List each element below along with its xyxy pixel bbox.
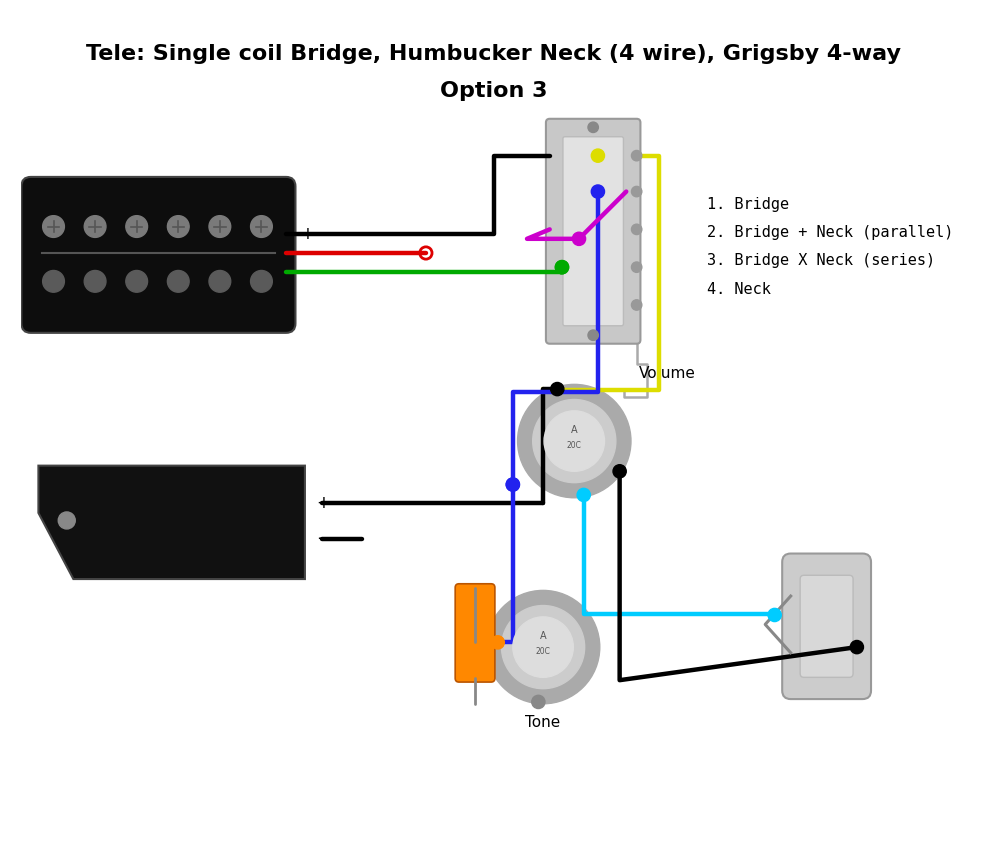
Circle shape bbox=[58, 512, 75, 529]
Circle shape bbox=[501, 605, 585, 688]
Circle shape bbox=[572, 232, 586, 246]
Text: 2. Bridge + Neck (parallel): 2. Bridge + Neck (parallel) bbox=[707, 225, 953, 240]
Text: −: − bbox=[316, 530, 331, 548]
Text: A: A bbox=[571, 425, 578, 434]
Circle shape bbox=[43, 216, 64, 237]
Circle shape bbox=[513, 617, 573, 677]
Circle shape bbox=[588, 330, 598, 340]
Circle shape bbox=[555, 261, 569, 274]
Circle shape bbox=[544, 411, 605, 471]
Circle shape bbox=[631, 150, 642, 161]
Text: Tele: Single coil Bridge, Humbucker Neck (4 wire), Grigsby 4-way: Tele: Single coil Bridge, Humbucker Neck… bbox=[86, 43, 901, 64]
Circle shape bbox=[850, 641, 863, 654]
Text: Volume: Volume bbox=[639, 366, 695, 381]
Text: 1. Bridge: 1. Bridge bbox=[707, 196, 789, 212]
Circle shape bbox=[486, 591, 600, 704]
Text: A: A bbox=[540, 631, 546, 641]
Text: 4. Neck: 4. Neck bbox=[707, 281, 770, 297]
Circle shape bbox=[251, 270, 272, 292]
Circle shape bbox=[631, 224, 642, 235]
Circle shape bbox=[577, 488, 590, 502]
FancyBboxPatch shape bbox=[782, 553, 871, 699]
Circle shape bbox=[506, 478, 519, 491]
FancyBboxPatch shape bbox=[800, 575, 853, 677]
Circle shape bbox=[209, 270, 231, 292]
Text: +: + bbox=[300, 225, 314, 243]
Text: Option 3: Option 3 bbox=[440, 82, 548, 101]
Circle shape bbox=[613, 465, 626, 478]
Circle shape bbox=[768, 609, 781, 621]
Circle shape bbox=[43, 270, 64, 292]
Circle shape bbox=[591, 185, 605, 198]
FancyBboxPatch shape bbox=[546, 119, 640, 343]
Circle shape bbox=[551, 382, 564, 396]
FancyBboxPatch shape bbox=[21, 177, 295, 333]
Text: Tone: Tone bbox=[525, 715, 561, 730]
Circle shape bbox=[591, 149, 605, 162]
Circle shape bbox=[533, 400, 616, 483]
Circle shape bbox=[126, 216, 148, 237]
FancyBboxPatch shape bbox=[455, 584, 495, 682]
Circle shape bbox=[167, 216, 189, 237]
Text: 20C: 20C bbox=[567, 441, 582, 451]
Circle shape bbox=[84, 270, 106, 292]
Circle shape bbox=[126, 270, 148, 292]
Text: +: + bbox=[316, 495, 330, 513]
Circle shape bbox=[631, 186, 642, 196]
Circle shape bbox=[167, 270, 189, 292]
Text: 3. Bridge X Neck (series): 3. Bridge X Neck (series) bbox=[707, 253, 935, 269]
Circle shape bbox=[209, 216, 231, 237]
Circle shape bbox=[532, 695, 545, 709]
Circle shape bbox=[84, 216, 106, 237]
Circle shape bbox=[631, 262, 642, 272]
Circle shape bbox=[491, 636, 504, 649]
FancyBboxPatch shape bbox=[563, 137, 623, 326]
Circle shape bbox=[251, 216, 272, 237]
Circle shape bbox=[555, 261, 569, 274]
Text: 20C: 20C bbox=[536, 648, 551, 656]
Circle shape bbox=[518, 384, 631, 498]
Circle shape bbox=[631, 300, 642, 310]
Text: −: − bbox=[300, 263, 315, 280]
Polygon shape bbox=[38, 466, 305, 579]
Circle shape bbox=[588, 122, 598, 133]
Circle shape bbox=[506, 478, 519, 491]
